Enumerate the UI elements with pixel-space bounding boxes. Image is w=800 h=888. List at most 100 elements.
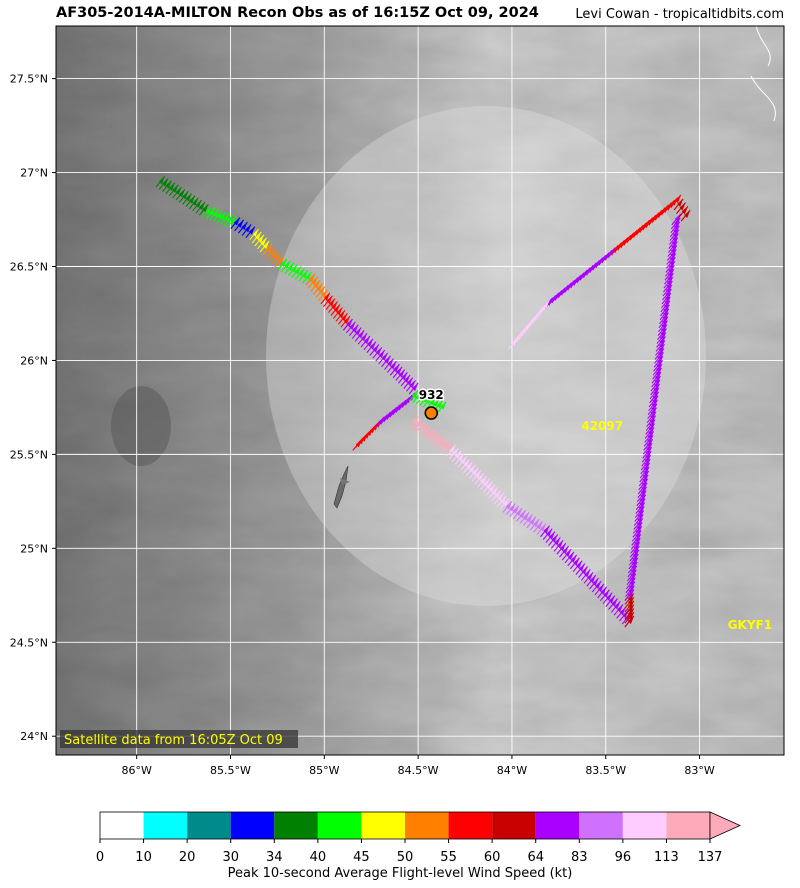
wind-barb-flag <box>291 264 298 273</box>
wind-barb-flag <box>648 423 655 432</box>
wind-barb-flag <box>667 273 674 282</box>
wind-barb-flag <box>429 397 436 406</box>
wind-barb-flag <box>644 455 651 464</box>
wind-barb-flag <box>643 467 650 476</box>
wind-barb-flag <box>497 492 504 501</box>
wind-barb-flag <box>366 338 373 347</box>
wind-barb-flag <box>257 234 264 243</box>
wind-barb-flag <box>440 401 447 410</box>
wind-barb-flag <box>659 336 666 345</box>
wind-barb-flag <box>526 514 533 523</box>
wind-barb-flag <box>629 573 636 582</box>
colorbar-ticks: 0 10 20 30 34 40 45 50 55 60 64 83 96 113 137 <box>96 839 722 865</box>
wind-barb-flag <box>398 369 405 378</box>
wind-barb-flag <box>343 316 350 325</box>
wind-barb-flag <box>659 340 666 349</box>
wind-barb-flag <box>311 277 318 286</box>
wind-barb-flag <box>657 356 664 365</box>
wind-barb-flag <box>165 180 172 189</box>
lat-tick-label: 27°N <box>20 167 48 180</box>
wind-barb-flag <box>655 368 662 377</box>
wind-barb-flag <box>659 332 666 341</box>
colorbar-cell <box>579 812 623 839</box>
lat-tick-label: 24.5°N <box>10 636 48 649</box>
map-panel[interactable]: 932 42097 GKYF1 Satellite data from 16:0… <box>10 25 785 777</box>
wind-barb-flag <box>443 440 450 449</box>
wind-barb-flag <box>361 333 368 342</box>
wind-barb-flag <box>635 530 642 539</box>
wind-barb-flag <box>637 514 644 523</box>
wind-barb-flag <box>664 296 671 305</box>
wind-barb-flag <box>658 344 665 353</box>
wind-barb-flag <box>636 522 643 531</box>
wind-barb-flag <box>338 310 345 319</box>
wind-barb-flag <box>168 182 175 191</box>
wind-barb-flag <box>649 415 656 424</box>
wind-barb-flag <box>562 546 569 555</box>
lat-tick-label: 26.5°N <box>10 260 48 273</box>
wind-barb-flag <box>673 225 680 234</box>
wind-barb-flag <box>587 572 594 581</box>
wind-barb-flag <box>474 470 481 479</box>
wind-barb-flag <box>548 531 555 540</box>
colorbar-cell <box>448 812 493 839</box>
wind-barb-flag <box>415 419 422 428</box>
wind-barb-flag <box>349 321 356 330</box>
wind-barb-flag <box>393 364 400 373</box>
lat-tick-label: 27.5°N <box>10 73 48 86</box>
lon-tick-label: 84°W <box>497 764 527 777</box>
wind-barb-flag <box>412 382 419 391</box>
track-segment <box>352 416 385 451</box>
wind-barb-flag <box>654 376 661 385</box>
wind-barb-flag <box>627 589 634 598</box>
wind-barb-flag <box>205 206 212 215</box>
colorbar-tick-label: 113 <box>654 850 679 865</box>
wind-barb-flag <box>331 301 338 310</box>
wind-barb-flag <box>551 534 558 543</box>
wind-barb-flag <box>483 478 490 487</box>
wind-barb-flag <box>326 295 333 304</box>
wind-barb-flag <box>658 348 665 357</box>
wind-barb-flag <box>669 253 676 262</box>
wind-barb-flag <box>652 395 659 404</box>
colorbar: 0 10 20 30 34 40 45 50 55 60 64 83 96 113 137 <box>96 811 741 865</box>
wind-barb-flag <box>421 423 428 432</box>
colorbar-cell <box>492 812 536 839</box>
colorbar-cell <box>361 812 405 839</box>
wind-barb-flag <box>608 595 615 604</box>
wind-barb-flag <box>679 202 686 211</box>
colorbar-cell <box>187 812 231 839</box>
wind-barb-flag <box>540 523 547 532</box>
colorbar-cell <box>317 812 362 839</box>
wind-barb-flag <box>589 575 596 584</box>
wind-barb-flag <box>245 224 252 233</box>
wind-barb-flag <box>578 563 585 572</box>
wind-barb-flag <box>489 484 496 493</box>
wind-barb-flag <box>480 475 487 484</box>
wind-barb-flag <box>656 364 663 373</box>
wind-barb-flag <box>375 347 382 356</box>
track-segment <box>408 390 447 414</box>
colorbar-tick-label: 40 <box>310 850 327 865</box>
wind-barb-flag <box>404 374 411 383</box>
wind-barb-flag <box>576 560 583 569</box>
wind-barb-flag <box>673 221 680 230</box>
wind-barb-flag <box>202 204 209 213</box>
wind-barb-flag <box>369 341 376 350</box>
wind-barb-flag <box>216 210 223 219</box>
wind-barb-flag <box>336 307 343 316</box>
colorbar-cell <box>100 812 144 839</box>
wind-barb-flag <box>633 542 640 551</box>
wind-barb-flag <box>684 210 691 219</box>
wind-barb-flag <box>301 270 308 279</box>
wind-barb-flag <box>522 512 529 521</box>
wind-barb-flag <box>661 320 668 329</box>
wind-barb-flag <box>660 328 667 337</box>
axis-ticks: 86°W 85.5°W 85°W 84.5°W 84°W 83.5°W 83°W 27.5°N… <box>10 73 715 777</box>
storm-center-marker[interactable] <box>424 406 439 420</box>
wind-barb-flag <box>666 281 673 290</box>
wind-barb-flag <box>559 543 566 552</box>
wind-barb-flag <box>631 558 638 567</box>
wind-barb-flag <box>649 419 656 428</box>
wind-barb-flag <box>452 447 459 456</box>
